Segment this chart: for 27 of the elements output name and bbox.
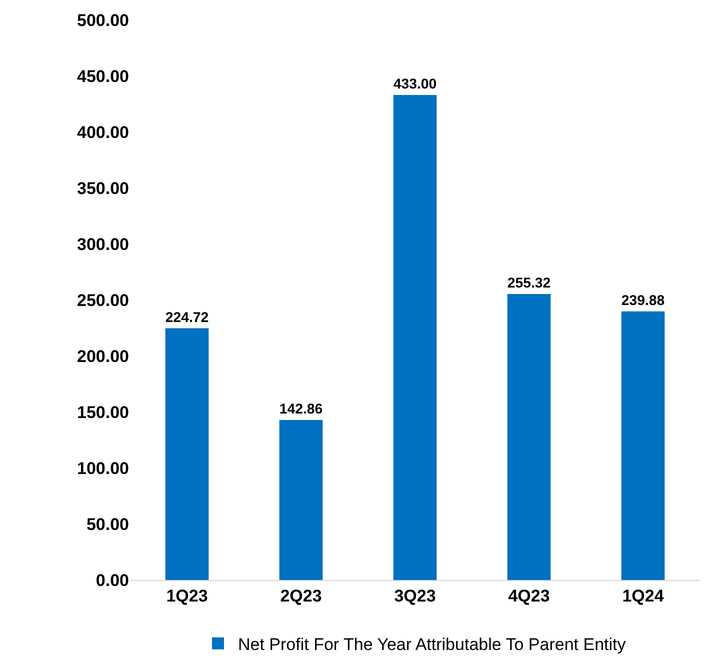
x-tick-label: 1Q24 — [622, 586, 664, 606]
legend-label: Net Profit For The Year Attributable To Parent Entity — [238, 635, 626, 654]
data-label: 142.86 — [279, 402, 323, 418]
bar — [507, 294, 551, 580]
data-label: 433.00 — [393, 76, 437, 93]
x-tick-label: 3Q23 — [394, 586, 436, 606]
y-tick-label: 500.00 — [77, 10, 129, 30]
y-tick-label: 250.00 — [77, 290, 129, 310]
y-tick-label: 300.00 — [77, 234, 129, 254]
bar — [279, 420, 323, 580]
y-tick-label: 350.00 — [77, 178, 129, 198]
y-tick-label: 0.00 — [96, 570, 129, 590]
data-label: 255.32 — [507, 276, 551, 292]
y-tick-label: 150.00 — [77, 402, 129, 422]
y-tick-label: 450.00 — [77, 66, 129, 86]
y-tick-label: 400.00 — [77, 122, 129, 142]
bar — [393, 95, 437, 580]
x-tick-label: 4Q23 — [508, 586, 550, 606]
x-tick-label: 1Q23 — [166, 586, 208, 606]
y-tick-label: 50.00 — [86, 514, 129, 534]
x-tick-label: 2Q23 — [280, 586, 322, 606]
bar — [621, 311, 665, 580]
data-label: 224.72 — [165, 310, 209, 326]
bar — [165, 328, 209, 580]
y-tick-label: 100.00 — [77, 458, 129, 478]
data-label: 239.88 — [621, 293, 665, 309]
y-tick-label: 200.00 — [77, 346, 129, 366]
